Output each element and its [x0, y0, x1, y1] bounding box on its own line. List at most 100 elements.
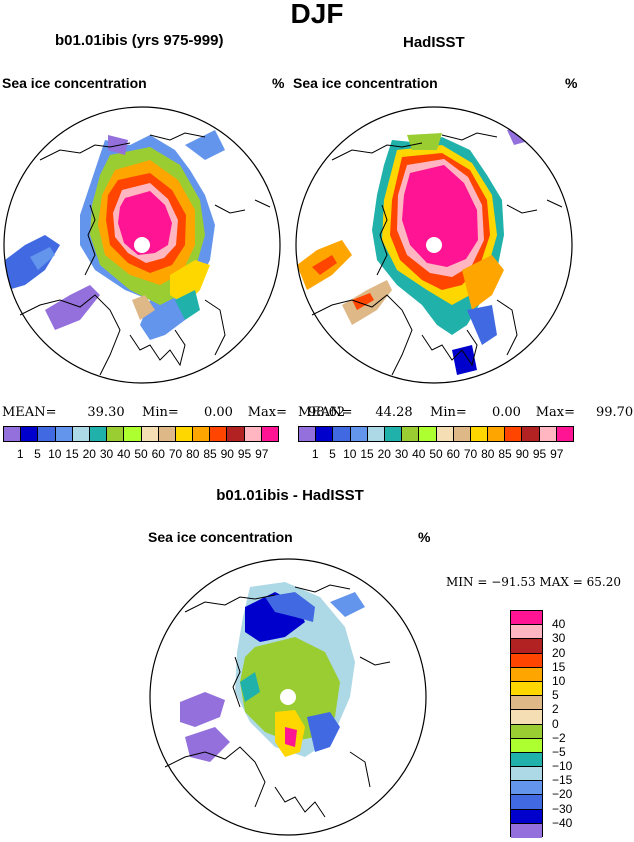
colorbar-swatch [511, 823, 542, 838]
colorbar-tick-label: 20 [82, 447, 96, 461]
colorbar-tick-label: 2 [552, 702, 559, 717]
colorbar-tick-label: −40 [552, 815, 573, 830]
colorbar-diff-labels: 40 30 20 15 10 5 2 0 −2 −5 −10 −15 −20 −30 −40 [552, 610, 592, 837]
diff-units: % [418, 529, 431, 545]
right-max-label: Max= [535, 405, 576, 420]
left-max-value: 98.62 [307, 405, 346, 420]
colorbar-tick-label: −2 [552, 730, 566, 745]
colorbar-tick-label: 97 [255, 447, 269, 461]
colorbar-tick-label: 50 [134, 447, 148, 461]
colorbar-tick-label: 5 [329, 447, 336, 461]
colorbar-tick-label: 1 [311, 447, 319, 461]
diff-title: b01.01ibis - HadISST [216, 487, 364, 504]
colorbar-left-labels: 1 5 10 15 20 30 40 50 60 70 80 85 90 95 97 [3, 447, 279, 461]
colorbar-swatch [316, 427, 334, 441]
colorbar-swatch [141, 427, 159, 441]
colorbar-swatch [350, 427, 368, 441]
colorbar-swatch [453, 427, 471, 441]
diff-polar-map [149, 558, 427, 836]
right-polar-map [295, 106, 573, 384]
colorbar-tick-label: 95 [532, 447, 547, 461]
colorbar-swatch [488, 427, 506, 441]
colorbar-tick-label: 10 [48, 447, 62, 461]
colorbar-swatch [556, 427, 573, 441]
colorbar-swatch [21, 427, 39, 441]
colorbar-tick-label: 10 [343, 447, 357, 461]
colorbar-tick-label: 30 [99, 447, 114, 461]
colorbar-swatch [72, 427, 90, 441]
colorbar-tick-label: 85 [203, 447, 217, 461]
colorbar-swatch [38, 427, 56, 441]
colorbar-swatch [193, 427, 211, 441]
colorbar-swatch [511, 696, 542, 711]
panel-right-stats: MEAN= 44.28 Min= 0.00 Max= 99.70 [298, 405, 633, 420]
colorbar-tick-label: −30 [552, 801, 573, 816]
panel-left-units: % [272, 75, 285, 91]
colorbar-tick-label: 60 [446, 447, 460, 461]
colorbar-swatch [539, 427, 557, 441]
colorbar-swatch [89, 427, 108, 441]
colorbar-swatch [522, 427, 540, 441]
colorbar-swatch [244, 427, 262, 441]
colorbar-swatch [210, 427, 228, 441]
colorbar-swatch [505, 427, 523, 441]
colorbar-tick-label: 30 [394, 447, 409, 461]
right-mean-value: 44.28 [375, 405, 413, 420]
colorbar-swatch [402, 427, 420, 441]
colorbar-swatch [511, 738, 542, 753]
colorbar-swatch [511, 795, 542, 810]
left-min-value: 0.00 [203, 405, 233, 420]
colorbar-swatch [470, 427, 489, 441]
colorbar-swatch [299, 427, 317, 441]
colorbar-tick-label: 60 [151, 447, 165, 461]
colorbar-swatch [4, 427, 22, 441]
panel-right-units: % [565, 75, 578, 91]
colorbar-swatch [333, 427, 351, 441]
colorbar-tick-label: 90 [515, 447, 529, 461]
colorbar-swatch [511, 667, 542, 682]
colorbar-tick-label: 5 [34, 447, 41, 461]
left-max-label: Max= [247, 405, 288, 420]
panel-right-field: Sea ice concentration [293, 75, 438, 91]
colorbar-tick-label: 40 [552, 617, 566, 632]
diff-field: Sea ice concentration [148, 529, 293, 545]
season-title: DJF [290, 0, 344, 29]
colorbar-swatch [261, 427, 278, 441]
left-min-label: Min= [142, 405, 179, 420]
colorbar-swatch [227, 427, 245, 441]
left-mean-value: 39.30 [87, 405, 125, 420]
colorbar-swatch [107, 427, 125, 441]
colorbar-swatch [511, 752, 542, 768]
colorbar-swatch [511, 767, 542, 782]
panel-left-stats: MEAN= 39.30 Min= 0.00 Max= 98.62 [2, 405, 345, 420]
panel-right-title: HadISST [403, 34, 465, 51]
colorbar-swatch [511, 681, 542, 697]
colorbar-swatch [124, 427, 142, 441]
diff-minmax: MIN = −91.53 MAX = 65.20 [446, 575, 621, 589]
colorbar-swatch [511, 653, 542, 668]
colorbar-swatch [511, 625, 542, 640]
colorbar-tick-label: 85 [498, 447, 512, 461]
colorbar-tick-label: −20 [552, 787, 573, 802]
left-polar-map [3, 106, 281, 384]
colorbar-swatch [436, 427, 454, 441]
colorbar-swatch [384, 427, 403, 441]
colorbar-swatch [511, 809, 542, 824]
colorbar-tick-label: −15 [552, 773, 573, 788]
colorbar-swatch [419, 427, 437, 441]
colorbar-tick-label: 15 [360, 447, 374, 461]
right-min-label: Min= [430, 405, 467, 420]
colorbar-tick-label: 15 [552, 659, 566, 674]
colorbar-swatch [175, 427, 194, 441]
colorbar-tick-label: −5 [552, 744, 566, 759]
colorbar-tick-label: 1 [16, 447, 24, 461]
panel-left-field: Sea ice concentration [2, 75, 147, 91]
left-mean-label: MEAN= [2, 405, 57, 420]
colorbar-diff [510, 610, 543, 838]
right-mean-label: MEAN= [298, 405, 353, 420]
panel-left-title: b01.01ibis (yrs 975-999) [55, 32, 224, 49]
colorbar-swatch [511, 724, 542, 739]
colorbar-tick-label: 20 [377, 447, 391, 461]
colorbar-tick-label: 70 [463, 447, 478, 461]
colorbar-tick-label: 90 [220, 447, 234, 461]
